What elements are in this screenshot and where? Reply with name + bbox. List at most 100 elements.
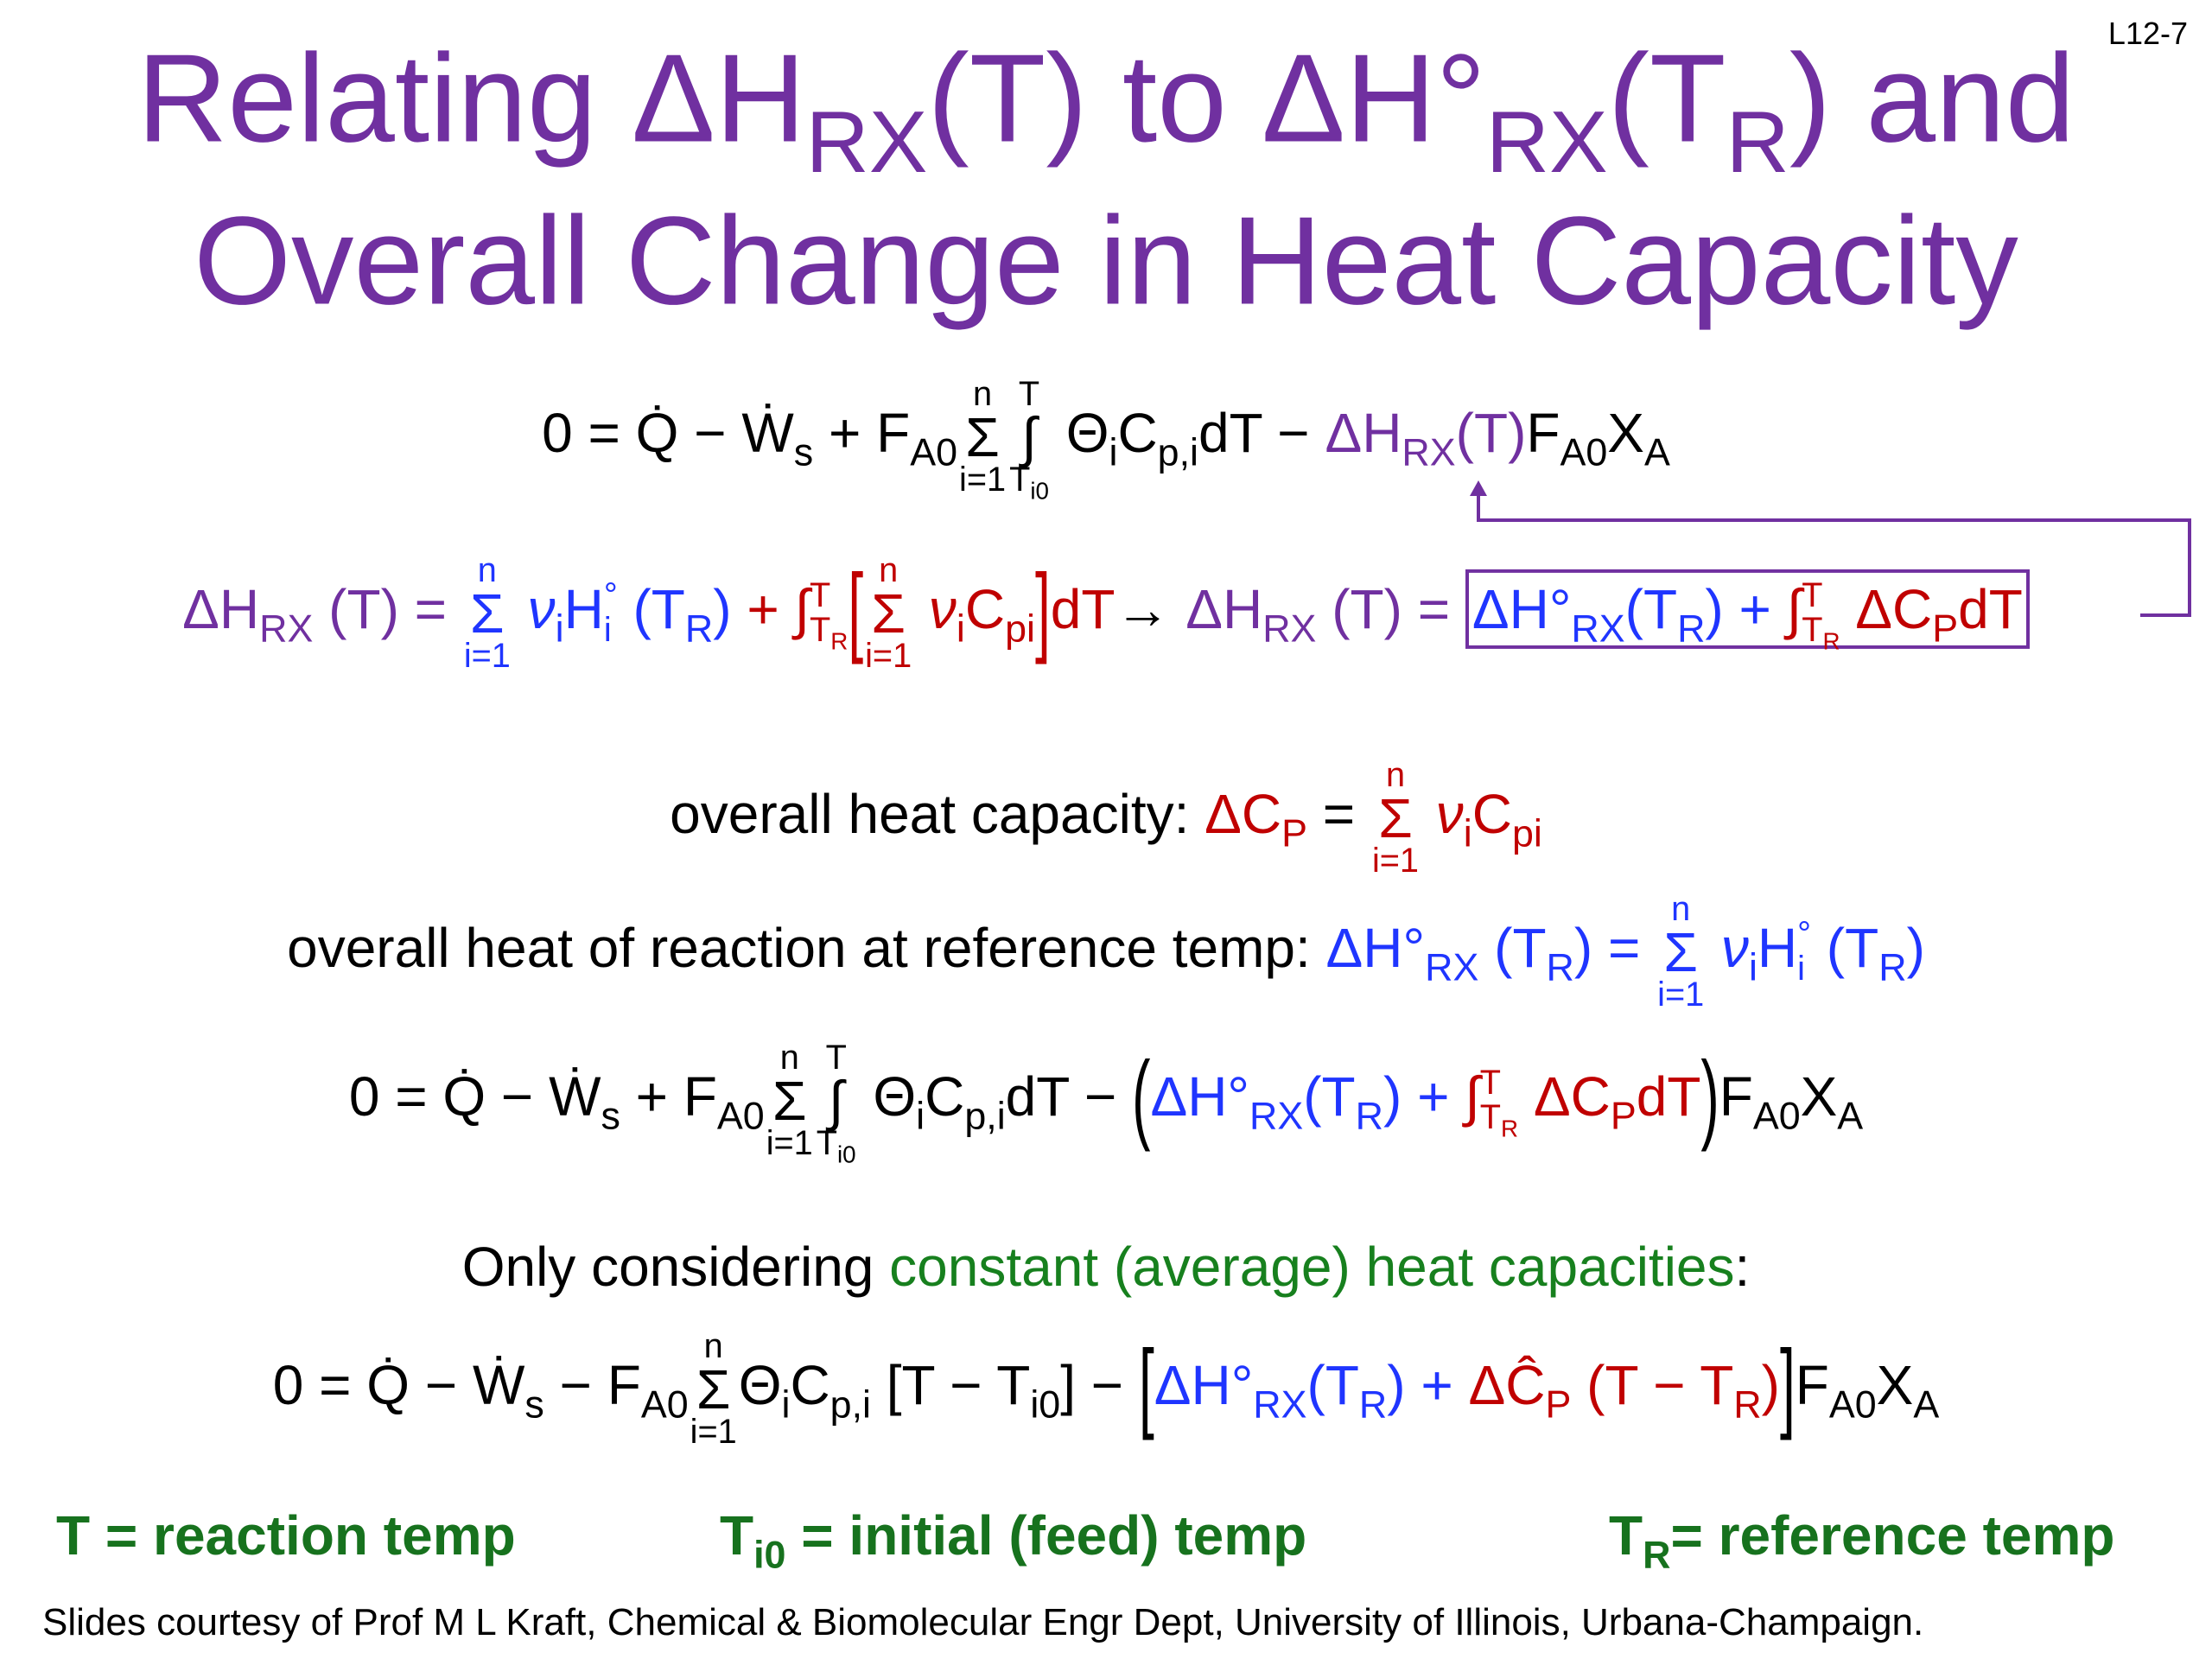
text-fragment: [ (1138, 1329, 1154, 1441)
text-fragment: Σ (1378, 786, 1413, 849)
text-fragment: T (1609, 1504, 1643, 1567)
text-fragment: ° (603, 576, 618, 615)
text-fragment: : (1734, 1236, 1751, 1298)
group: ° i (1797, 918, 1811, 986)
text-fragment: ΔH° (1325, 916, 1426, 979)
text-fragment: F (1795, 1353, 1829, 1416)
text-fragment: s (524, 1382, 544, 1427)
text-fragment: RX (1571, 607, 1625, 651)
text-fragment: i (916, 1094, 925, 1138)
text-fragment: i (603, 610, 612, 649)
text-fragment: T (1802, 576, 1823, 615)
text-fragment: A0 (1560, 430, 1608, 474)
text-fragment: i=1 (959, 460, 1007, 499)
text-fragment: P (1932, 607, 1959, 651)
group: ΔHRX (T) = (182, 577, 462, 648)
text-fragment: RX (1402, 430, 1456, 474)
text-fragment: A0 (716, 1094, 765, 1138)
text-fragment: (T) = (313, 577, 462, 640)
text-fragment: ΔH° (1150, 1065, 1249, 1128)
text-fragment: i0 (1030, 477, 1049, 505)
group: TR (1802, 613, 1840, 653)
text-fragment: R (684, 607, 714, 651)
text-fragment: 0 = Q̇ − Ẇ (348, 1065, 601, 1128)
text-fragment: ) and (1789, 28, 2075, 168)
group: ΔĈP (T − TR) (1469, 1354, 1780, 1424)
text-fragment: ΔC (1518, 1065, 1611, 1128)
text-fragment: = (1307, 782, 1370, 845)
group: ΔH°RX(TR) + (1154, 1353, 1469, 1424)
text-fragment: ν (512, 577, 556, 640)
text-fragment: R (1878, 945, 1907, 989)
text-fragment: RX (259, 607, 314, 651)
text-fragment: i=1 (463, 636, 511, 675)
text-fragment: (T) to ΔH° (927, 28, 1486, 168)
text-fragment: i0 (836, 1141, 856, 1168)
group: ΔH°RX(TR) + (1472, 578, 1787, 648)
text-fragment: A0 (1828, 1382, 1877, 1427)
text-fragment: T (1479, 1064, 1502, 1103)
text-fragment: ∫ (828, 1069, 844, 1132)
text-fragment: ΔC (1205, 782, 1282, 845)
text-fragment: n (1671, 889, 1691, 928)
text-fragment: H (563, 577, 604, 640)
text-fragment: p,i (830, 1382, 871, 1427)
text-fragment: X (1800, 1065, 1838, 1128)
text-fragment: A0 (1752, 1094, 1801, 1138)
text-fragment: ° (1797, 915, 1812, 954)
group: ΔHRX(T) (1325, 401, 1526, 472)
text-fragment: P (1281, 811, 1308, 855)
text-fragment: i0 (753, 1533, 786, 1577)
footer: Slides courtesy of Prof M L Kraft, Chemi… (42, 1601, 1924, 1643)
text-fragment: Θ (738, 1353, 782, 1416)
text-fragment: + F (620, 1065, 717, 1128)
text-fragment: T (720, 1504, 754, 1567)
text-fragment: ΔH° (1154, 1353, 1254, 1416)
text-fragment: pi (1511, 811, 1542, 855)
text-fragment: Σ (470, 582, 505, 645)
text-fragment: 0 = Q̇ − Ẇ (542, 401, 794, 464)
text-fragment: A0 (640, 1382, 689, 1427)
text-fragment: i=1 (1657, 975, 1705, 1014)
text-fragment: R (1677, 607, 1706, 651)
group: T TR (1479, 1064, 1518, 1141)
text-fragment: s (793, 430, 814, 474)
text-fragment: → (1115, 577, 1186, 640)
group: Ti0 (1009, 462, 1049, 503)
group: ∫ T TR ΔCPdT (1465, 1065, 1700, 1141)
text-fragment: RX (1485, 92, 1608, 192)
text-fragment: (T (1303, 1065, 1356, 1128)
text-fragment: T (810, 576, 831, 615)
group: ΔH°RX(TR) + (1150, 1065, 1465, 1135)
text-fragment: ΔH (1325, 401, 1402, 464)
text-fragment: (T (1478, 916, 1547, 979)
text-fragment: C (964, 577, 1006, 640)
group: ° i (604, 579, 618, 647)
group: TR (1480, 1100, 1518, 1141)
text-fragment: ] (1034, 553, 1051, 665)
text-fragment: i=1 (865, 636, 912, 675)
text-fragment: ) (713, 577, 732, 640)
text-fragment: dT (1958, 577, 2023, 640)
text-fragment: R (1733, 1382, 1762, 1427)
text-fragment: ν (1706, 916, 1749, 979)
group: TR (810, 613, 848, 653)
text-fragment: RX (1262, 607, 1317, 651)
text-fragment: (T (617, 577, 685, 640)
text-fragment: [T − T (870, 1353, 1031, 1416)
text-fragment: ∫ (1465, 1065, 1480, 1128)
text-fragment: Θ (1050, 401, 1109, 464)
text-fragment: n (973, 374, 993, 413)
text-fragment: Σ (696, 1357, 731, 1421)
text-fragment: (T (1306, 1353, 1359, 1416)
